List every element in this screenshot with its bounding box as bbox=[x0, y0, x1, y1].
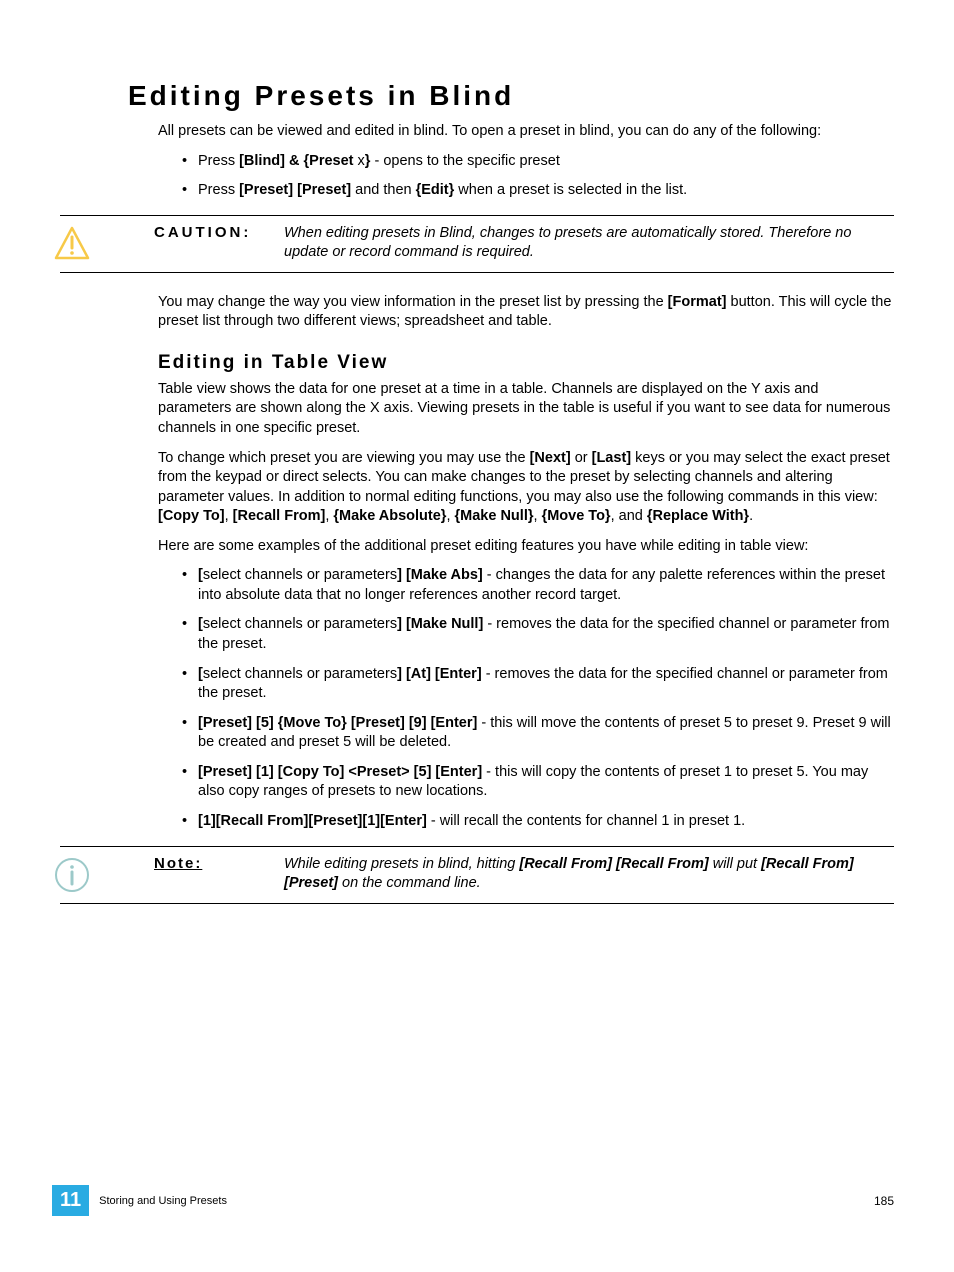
info-icon bbox=[52, 855, 100, 895]
page-title: Editing Presets in Blind bbox=[128, 80, 894, 112]
note-text: While editing presets in blind, hitting … bbox=[284, 855, 894, 894]
caution-icon bbox=[52, 224, 100, 264]
intro-para: All presets can be viewed and edited in … bbox=[158, 122, 894, 142]
list-item: [select channels or parameters] [At] [En… bbox=[158, 665, 894, 704]
examples-list: [select channels or parameters] [Make Ab… bbox=[158, 566, 894, 831]
format-para: You may change the way you view informat… bbox=[158, 293, 894, 332]
caution-callout: CAUTION: When editing presets in Blind, … bbox=[60, 215, 894, 273]
page-footer: 11 Storing and Using Presets 185 bbox=[52, 1185, 894, 1216]
table-para-3: Here are some examples of the additional… bbox=[158, 537, 894, 557]
table-para-2: To change which preset you are viewing y… bbox=[158, 449, 894, 527]
intro-list: Press [Blind] & {Preset x} - opens to th… bbox=[158, 152, 894, 201]
list-item: [select channels or parameters] [Make Nu… bbox=[158, 615, 894, 654]
sub-heading: Editing in Table View bbox=[158, 352, 894, 374]
list-item: [1][Recall From][Preset][1][Enter] - wil… bbox=[158, 812, 894, 832]
note-callout: Note: While editing presets in blind, hi… bbox=[60, 846, 894, 904]
list-item: Press [Preset] [Preset] and then {Edit} … bbox=[158, 181, 894, 201]
caution-label: CAUTION: bbox=[154, 224, 284, 263]
list-item: [Preset] [1] [Copy To] <Preset> [5] [Ent… bbox=[158, 763, 894, 802]
footer-title: Storing and Using Presets bbox=[99, 1195, 874, 1207]
table-para-1: Table view shows the data for one preset… bbox=[158, 380, 894, 439]
list-item: [select channels or parameters] [Make Ab… bbox=[158, 566, 894, 605]
list-item: Press [Blind] & {Preset x} - opens to th… bbox=[158, 152, 894, 172]
chapter-badge: 11 bbox=[52, 1185, 89, 1216]
caution-text: When editing presets in Blind, changes t… bbox=[284, 224, 894, 263]
list-item: [Preset] [5] {Move To} [Preset] [9] [Ent… bbox=[158, 714, 894, 753]
note-label: Note: bbox=[154, 855, 284, 894]
page-number: 185 bbox=[874, 1194, 894, 1208]
